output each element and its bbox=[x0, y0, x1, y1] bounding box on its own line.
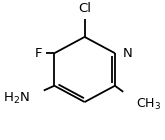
Text: F: F bbox=[35, 47, 42, 60]
Text: H$_2$N: H$_2$N bbox=[3, 90, 30, 106]
Text: Cl: Cl bbox=[78, 2, 91, 15]
Text: N: N bbox=[123, 47, 133, 60]
Text: CH$_3$: CH$_3$ bbox=[136, 97, 161, 112]
